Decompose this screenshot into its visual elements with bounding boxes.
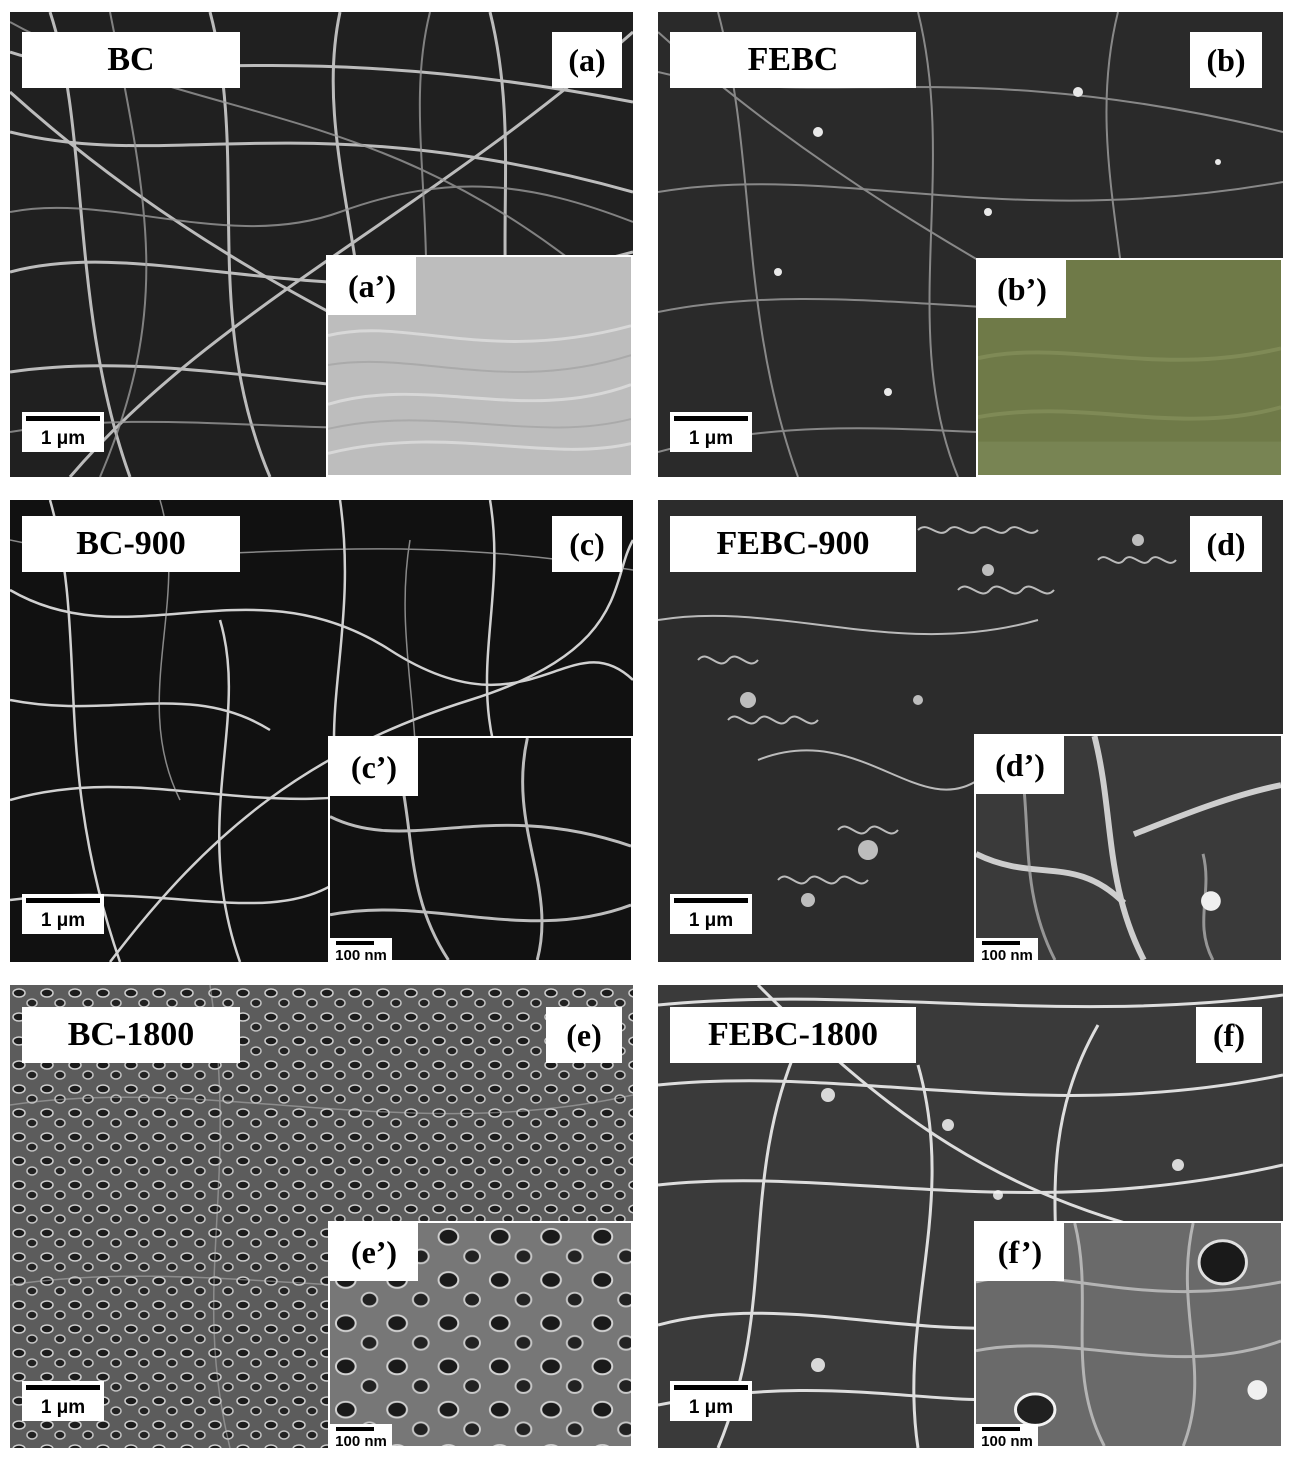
inset-letter-a: (a’): [328, 257, 416, 315]
panel-letter-b: (b): [1190, 32, 1262, 88]
scale-bar-b: 1 μm: [670, 412, 752, 452]
panel-title-d: FEBC-900: [670, 516, 916, 572]
panel-title-e: BC-1800: [22, 1007, 240, 1063]
panel-title-f: FEBC-1800: [670, 1007, 916, 1063]
sem-panel-a: BC (a) 1 μm (a’): [10, 12, 633, 477]
inset-scale-bar-label-d: 100 nm: [981, 947, 1033, 962]
scale-bar-label-e: 1 μm: [40, 1397, 86, 1418]
inset-scale-bar-c: 100 nm: [330, 938, 392, 962]
inset-scale-bar-label-e: 100 nm: [335, 1433, 387, 1448]
scale-bar-c: 1 μm: [22, 894, 104, 934]
panel-letter-f: (f): [1196, 1007, 1262, 1063]
scale-bar-label-f: 1 μm: [688, 1397, 734, 1418]
scale-bar-f: 1 μm: [670, 1381, 752, 1421]
inset-scale-bar-d: 100 nm: [976, 938, 1038, 962]
inset-letter-d: (d’): [976, 736, 1064, 794]
sem-panel-d: FEBC-900 (d) 1 μm (d’) 100 nm: [658, 500, 1283, 962]
inset-letter-c: (c’): [330, 738, 418, 796]
sem-image-f: [658, 985, 1283, 1448]
scale-bar-label-c: 1 μm: [40, 910, 86, 931]
panel-letter-d: (d): [1190, 516, 1262, 572]
scale-bar-label-d: 1 μm: [688, 910, 734, 931]
inset-scale-bar-e: 100 nm: [330, 1424, 392, 1448]
panel-title-a: BC: [22, 32, 240, 88]
sem-panel-b: FEBC (b) 1 μm (b’): [658, 12, 1283, 477]
sem-panel-f: FEBC-1800 (f) 1 μm (f’) 100 nm: [658, 985, 1283, 1448]
panel-letter-a: (a): [552, 32, 622, 88]
scale-bar-e: 1 μm: [22, 1381, 104, 1421]
scale-bar-label-b: 1 μm: [688, 428, 734, 449]
sem-panel-c: BC-900 (c) 1 μm (c’) 100 nm: [10, 500, 633, 962]
inset-f: (f’) 100 nm: [974, 1221, 1283, 1448]
inset-scale-bar-f: 100 nm: [976, 1424, 1038, 1448]
inset-e: (e’) 100 nm: [328, 1221, 633, 1448]
scale-bar-d: 1 μm: [670, 894, 752, 934]
inset-b: (b’): [976, 258, 1283, 477]
panel-letter-e: (e): [546, 1007, 622, 1063]
panel-letter-c: (c): [552, 516, 622, 572]
inset-scale-bar-label-f: 100 nm: [981, 1433, 1033, 1448]
inset-a: (a’): [326, 255, 633, 477]
inset-letter-b: (b’): [978, 260, 1066, 318]
inset-d: (d’) 100 nm: [974, 734, 1283, 962]
inset-scale-bar-label-c: 100 nm: [335, 947, 387, 962]
inset-letter-e: (e’): [330, 1223, 418, 1281]
scale-bar-a: 1 μm: [22, 412, 104, 452]
inset-c: (c’) 100 nm: [328, 736, 633, 962]
sem-panel-e: BC-1800 (e) 1 μm (e’) 100 nm: [10, 985, 633, 1448]
panel-title-b: FEBC: [670, 32, 916, 88]
inset-letter-f: (f’): [976, 1223, 1064, 1281]
inset-image-f: [976, 1223, 1281, 1446]
scale-bar-label-a: 1 μm: [40, 428, 86, 449]
panel-title-c: BC-900: [22, 516, 240, 572]
